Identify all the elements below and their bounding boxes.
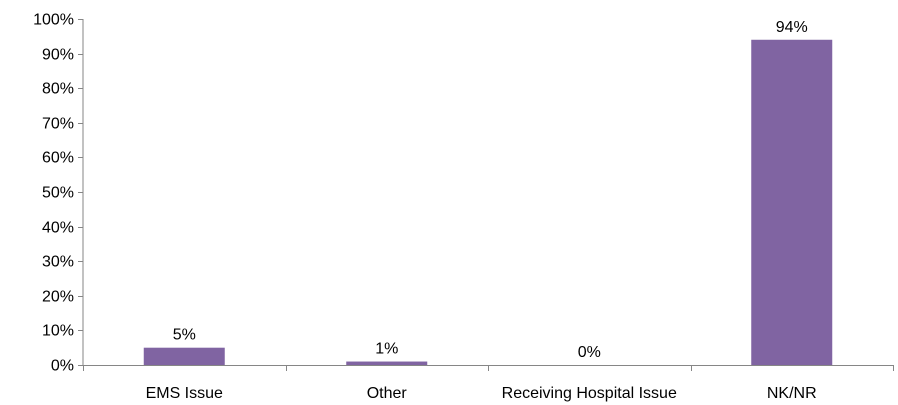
y-tick-label: 50% bbox=[42, 185, 74, 202]
bars bbox=[143, 39, 833, 365]
y-tick-label: 90% bbox=[42, 47, 74, 64]
y-tick-label: 80% bbox=[42, 81, 74, 98]
y-tick-label: 30% bbox=[42, 254, 74, 271]
y-tick-label: 60% bbox=[42, 150, 74, 167]
data-label: 1% bbox=[375, 341, 398, 358]
x-category-label: Receiving Hospital Issue bbox=[502, 385, 677, 402]
x-category-label: EMS Issue bbox=[146, 385, 223, 402]
data-labels: 5% 1% 0% 94% bbox=[173, 19, 808, 361]
bar bbox=[346, 361, 428, 365]
bar bbox=[751, 39, 833, 365]
x-axis: EMS Issue Other Receiving Hospital Issue NK… bbox=[83, 365, 894, 402]
y-tick-label: 10% bbox=[42, 323, 74, 340]
data-label: 94% bbox=[776, 19, 808, 36]
bar bbox=[143, 347, 225, 365]
x-category-label: Other bbox=[367, 385, 408, 402]
data-label: 5% bbox=[173, 327, 196, 344]
y-tick-label: 100% bbox=[33, 12, 74, 29]
y-tick-label: 20% bbox=[42, 289, 74, 306]
data-label: 0% bbox=[578, 344, 601, 361]
y-axis: 0% 10% 20% 30% 40% 50% 60% 70% 80% 90% 100% bbox=[33, 12, 84, 375]
y-tick-label: 70% bbox=[42, 116, 74, 133]
y-tick-label: 40% bbox=[42, 220, 74, 237]
x-category-label: NK/NR bbox=[767, 385, 817, 402]
y-tick-label: 0% bbox=[51, 358, 74, 375]
